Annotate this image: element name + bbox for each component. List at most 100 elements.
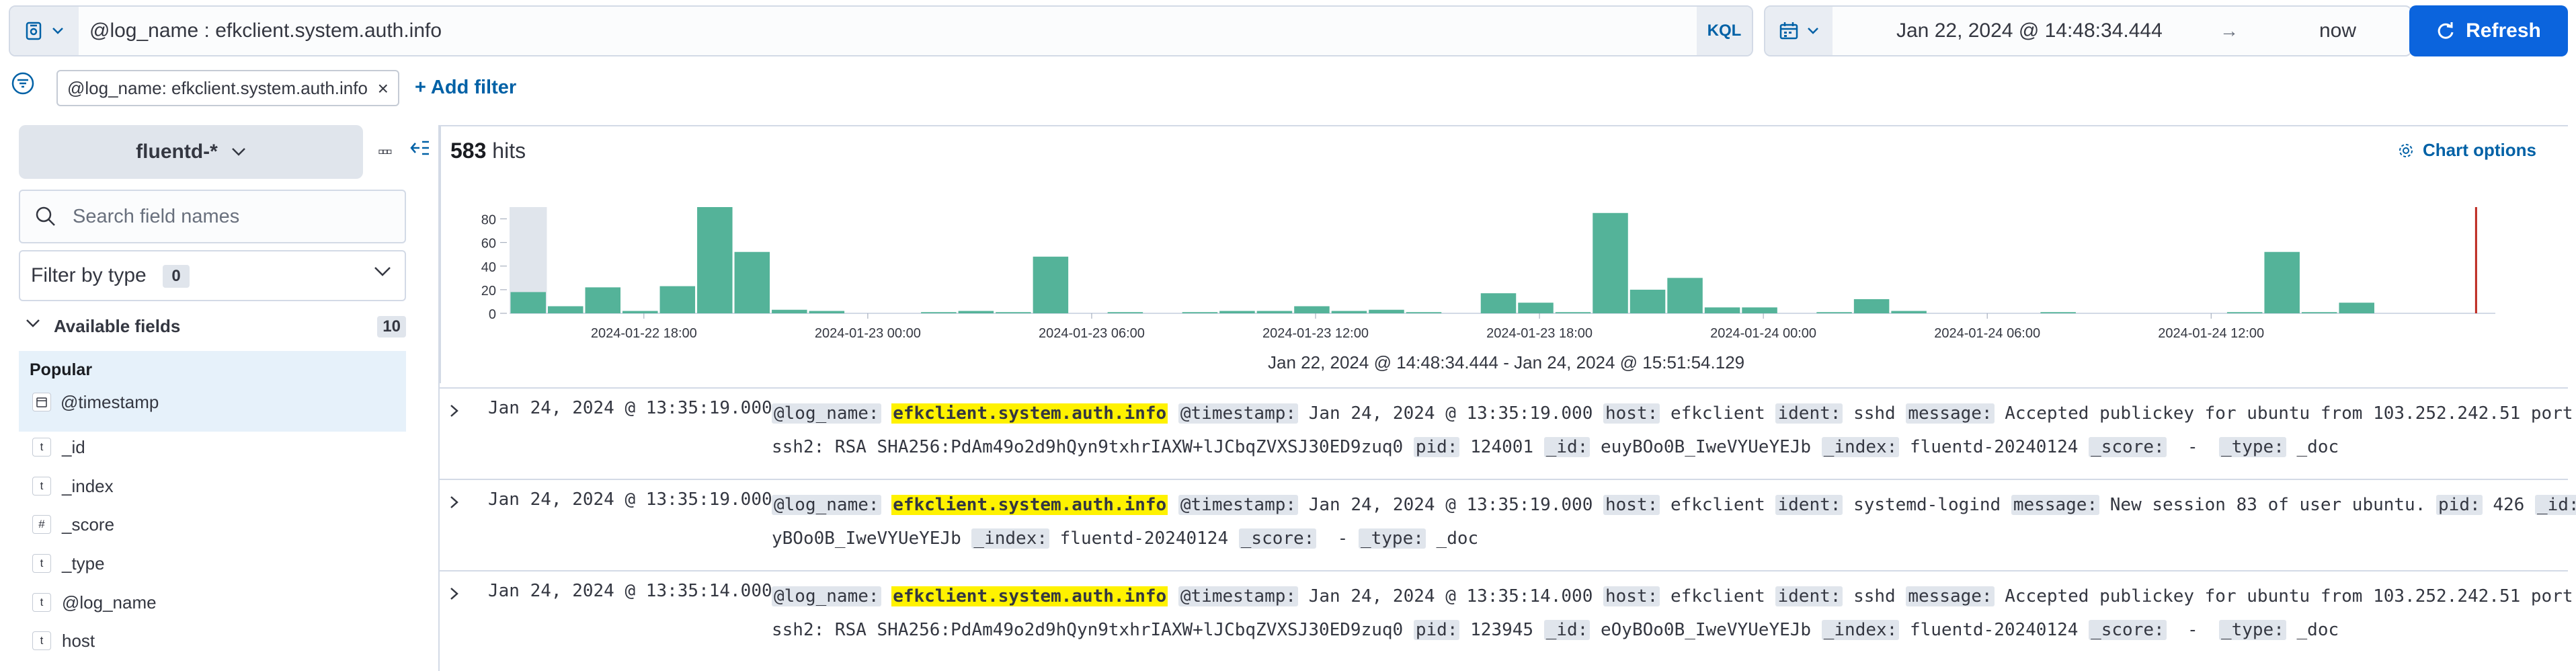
popular-fields-section: Popular @timestamp (19, 351, 406, 432)
index-pattern-label: fluentd-* (136, 141, 218, 163)
query-language-button[interactable]: KQL (1697, 7, 1752, 55)
hits-number: 583 (450, 139, 487, 163)
document-source-line: @log_name: efkclient.system.auth.info @t… (772, 586, 2576, 606)
histogram-bar[interactable] (809, 311, 845, 313)
histogram-bar[interactable] (2226, 312, 2263, 313)
histogram-bar[interactable] (2301, 312, 2337, 313)
filter-by-type-count: 0 (163, 265, 190, 288)
document-row[interactable]: Jan 24, 2024 @ 13:35:19.000 @log_name: e… (440, 479, 2576, 570)
y-tick-label: 60 (481, 237, 496, 251)
field-item[interactable]: t _id (32, 434, 85, 461)
histogram-bar[interactable] (585, 287, 621, 313)
chart-options-button[interactable]: Chart options (2397, 140, 2536, 161)
hits-count: 583 hits (450, 139, 526, 163)
histogram-bar[interactable] (1704, 307, 1740, 313)
chevron-right-icon[interactable] (449, 586, 460, 601)
highlighted-term: efkclient.system.auth.info (891, 586, 1168, 606)
saved-query-menu-button[interactable] (10, 7, 79, 55)
histogram-bar[interactable] (1593, 212, 1628, 313)
chevron-right-icon[interactable] (449, 403, 460, 418)
date-field-icon (32, 393, 51, 411)
chevron-right-icon[interactable] (449, 495, 460, 510)
field-search-input[interactable]: Search field names (19, 190, 406, 243)
query-input[interactable]: @log_name : efkclient.system.auth.info (89, 19, 442, 42)
histogram-bar[interactable] (2339, 303, 2374, 313)
x-tick-label: 2024-01-24 06:00 (1934, 326, 2040, 341)
field-item[interactable]: t _index (32, 473, 114, 500)
field-name: _score (62, 514, 115, 535)
gear-icon (2399, 143, 2413, 157)
histogram-bar[interactable] (697, 207, 733, 313)
histogram-bar[interactable] (1853, 299, 1890, 313)
document-row[interactable]: Jan 24, 2024 @ 13:35:19.000 @log_name: e… (440, 387, 2573, 479)
histogram-bar[interactable] (1555, 312, 1591, 313)
document-source-line: @log_name: efkclient.system.auth.info @t… (772, 403, 2576, 424)
chevron-down-icon (1808, 28, 1818, 34)
filter-pill[interactable]: @log_name: efkclient.system.auth.info × (56, 70, 399, 106)
chevron-down-icon (52, 28, 63, 34)
field-item[interactable]: # _score (32, 511, 114, 538)
histogram-bar[interactable] (958, 311, 994, 313)
field-item[interactable]: t _type (32, 550, 105, 577)
histogram-bar[interactable] (1406, 312, 1442, 313)
close-icon[interactable]: × (377, 78, 389, 99)
add-filter-button[interactable]: + Add filter (415, 77, 517, 98)
histogram-bar[interactable] (1107, 312, 1143, 313)
histogram-bar[interactable] (1891, 311, 1927, 313)
end-date[interactable]: now (2319, 19, 2357, 42)
field-item[interactable]: @timestamp (32, 389, 159, 416)
histogram-bar[interactable] (1629, 289, 1666, 313)
quick-select-button[interactable] (1765, 7, 1833, 55)
filter-by-type-button[interactable]: Filter by type 0 (19, 250, 406, 301)
histogram-bar[interactable] (659, 286, 696, 313)
histogram-bar[interactable] (1816, 312, 1852, 313)
string-field-icon: t (32, 631, 51, 650)
x-tick-label: 2024-01-22 18:00 (591, 326, 697, 341)
index-pattern-selector[interactable]: fluentd-* (19, 125, 363, 179)
histogram-bar[interactable] (1294, 306, 1330, 313)
histogram-bar[interactable] (1667, 278, 1703, 313)
histogram-bar[interactable] (734, 251, 770, 313)
more-options-icon[interactable]: ▫▫▫ (378, 141, 393, 161)
start-date[interactable]: Jan 22, 2024 @ 14:48:34.444 (1896, 19, 2163, 42)
histogram-bar[interactable] (510, 292, 547, 313)
histogram-bar[interactable] (2040, 312, 2076, 313)
field-item[interactable]: t host (32, 627, 95, 654)
highlighted-term: efkclient.system.auth.info (891, 403, 1168, 424)
document-row[interactable]: Jan 24, 2024 @ 13:35:14.000 @log_name: e… (440, 570, 2573, 671)
available-fields-toggle[interactable]: Available fields 10 (19, 308, 406, 344)
histogram-bar[interactable] (1742, 307, 1777, 313)
x-tick-label: 2024-01-24 12:00 (2158, 326, 2264, 341)
date-picker: Jan 22, 2024 @ 14:48:34.444 → now (1764, 5, 2412, 56)
histogram-bar[interactable] (921, 312, 957, 313)
results-panel (440, 125, 2568, 383)
histogram-bar[interactable] (1033, 256, 1069, 313)
histogram-bar[interactable] (1518, 303, 1554, 313)
histogram-bar[interactable] (1331, 311, 1367, 313)
saved-query-icon (26, 22, 42, 40)
collapse-sidebar-button[interactable] (409, 138, 430, 161)
histogram-bar[interactable] (1480, 293, 1517, 313)
histogram-bar[interactable] (1256, 311, 1293, 313)
histogram-bar[interactable] (548, 306, 583, 313)
collapse-left-icon (410, 141, 429, 155)
histogram-bar[interactable] (1369, 309, 1404, 313)
x-tick-label: 2024-01-23 06:00 (1039, 326, 1145, 341)
histogram-bar[interactable] (772, 309, 807, 313)
histogram-bar[interactable] (622, 311, 658, 313)
histogram-bar[interactable] (1219, 311, 1255, 313)
y-tick-label: 20 (481, 284, 496, 299)
field-name: @timestamp (61, 391, 159, 412)
histogram-chart[interactable]: 0 20 40 60 80 2024-01-22 18:00 2024-01-23 00:0… (0, 0, 2576, 350)
field-name: @log_name (62, 592, 157, 613)
histogram-bar[interactable] (2264, 251, 2300, 313)
filter-pill-label: @log_name: efkclient.system.auth.info (67, 77, 368, 98)
histogram-bar[interactable] (996, 312, 1031, 313)
refresh-button[interactable]: Refresh (2409, 5, 2568, 56)
string-field-icon: t (32, 477, 51, 496)
document-source-line: ssh2: RSA SHA256:PdAm49o2d9hQyn9txhrIAXW… (772, 620, 2339, 640)
field-item[interactable]: t @log_name (32, 589, 157, 616)
histogram-bar[interactable] (1182, 312, 1218, 313)
filter-menu-button[interactable] (11, 71, 35, 99)
string-field-icon: t (32, 593, 51, 612)
